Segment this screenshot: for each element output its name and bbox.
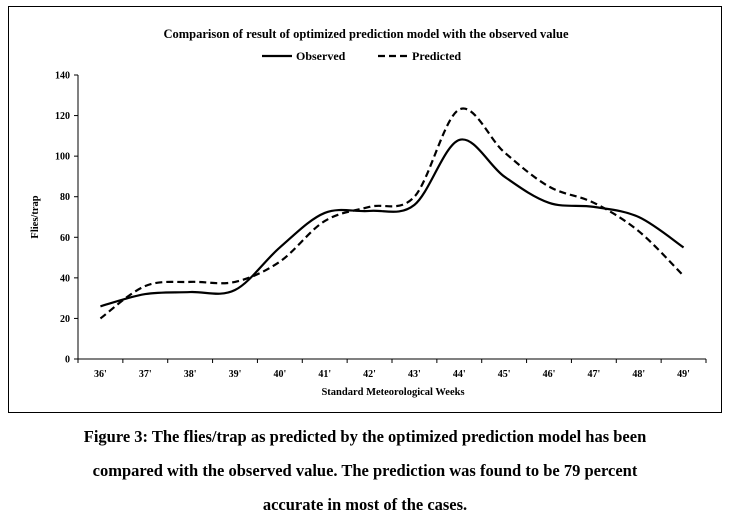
y-tick-label: 40 [60,273,70,284]
y-tick-label: 60 [60,233,70,244]
series-predicted-point [368,206,370,208]
y-tick-label: 80 [60,192,70,203]
legend-observed-label: Observed [296,49,346,63]
x-tick-label: 42' [363,369,376,380]
series-observed-point [503,175,505,177]
y-tick-label: 0 [65,355,70,366]
x-tick-label: 37' [139,369,152,380]
chart-title: Comparison of result of optimized predic… [163,27,569,41]
series-predicted-point [234,281,236,283]
y-tick-label: 140 [55,71,70,82]
series-predicted-point [144,285,146,287]
series-predicted-point [189,281,191,283]
series-observed-point [638,216,640,218]
series-predicted-line [99,107,685,320]
series-observed-point [413,204,415,206]
series-observed-point [548,202,550,204]
x-tick-label: 44' [453,369,466,380]
series-predicted-point [413,196,415,198]
series-observed-point [458,139,460,141]
series-observed-line [100,138,685,308]
y-tick-label: 100 [55,152,70,163]
legend: Observed Predicted [262,49,461,63]
series-predicted-point [324,220,326,222]
series-predicted-point [593,202,595,204]
x-tick-label: 43' [408,369,421,380]
x-tick-label: 40' [273,369,286,380]
x-tick-label: 46' [543,369,556,380]
series-predicted-point [638,230,640,232]
legend-predicted-label: Predicted [412,49,461,63]
x-tick-label: 39' [229,369,242,380]
series-predicted-point [503,151,505,153]
series-observed-point [279,246,281,248]
series-observed-point [368,210,370,212]
series-predicted-point [458,108,460,110]
x-tick-label: 38' [184,369,197,380]
series-observed-point [593,206,595,208]
x-tick-label: 36' [94,369,107,380]
x-axis-title: Standard Meteorological Weeks [321,387,464,398]
x-tick-label: 45' [498,369,511,380]
series-predicted-point [99,317,101,319]
x-tick-label: 41' [318,369,331,380]
series-observed-point [682,246,684,248]
x-tick-label: 49' [677,369,690,380]
caption-line-3: accurate in most of the cases. [262,495,468,514]
x-tick-label: 47' [587,369,600,380]
series-observed-point [189,291,191,293]
series-observed-point [99,305,101,307]
series-predicted-point [279,260,281,262]
x-tick-label: 48' [632,369,645,380]
series-predicted-point [682,275,684,277]
series-observed-point [234,289,236,291]
y-tick-label: 120 [55,111,70,122]
caption-line-1: Figure 3: The flies/trap as predicted by… [83,427,647,446]
figure-frame [8,6,722,413]
series-observed-point [144,293,146,295]
figure-caption: Figure 3: The flies/trap as predicted by… [0,420,730,522]
series-observed-point [324,212,326,214]
y-tick-label: 20 [60,314,70,325]
series-predicted-point [548,185,550,187]
y-axis-title: Flies/trap [30,195,41,238]
caption-line-2: compared with the observed value. The pr… [92,461,638,480]
